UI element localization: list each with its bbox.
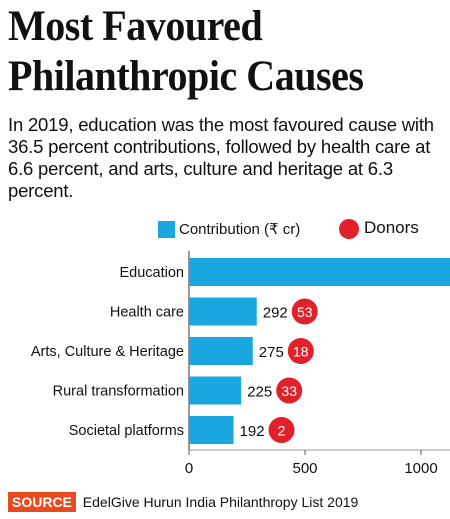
donor-count: 2 — [278, 423, 286, 439]
value-label: 192 — [240, 423, 265, 440]
category-label: Health care — [110, 305, 184, 321]
legend-donors-label: Donors — [364, 218, 419, 237]
category-label: Education — [120, 265, 185, 281]
bar — [189, 297, 257, 326]
bar-chart: 0500100015002000Education1,56559Health c… — [31, 251, 450, 477]
source-line: SOURCE EdelGive Hurun India Philanthropy… — [8, 492, 358, 512]
legend-donors-dot — [339, 219, 359, 239]
value-label: 292 — [263, 305, 288, 322]
donor-count: 33 — [281, 383, 297, 399]
x-tick-label: 1000 — [404, 460, 437, 477]
legend: Contribution (₹ cr) Donors — [0, 218, 450, 242]
legend-contribution-label: Contribution (₹ cr) — [179, 221, 301, 238]
source-tag: SOURCE — [8, 492, 76, 512]
donor-count: 53 — [297, 304, 313, 320]
donor-dot — [268, 417, 295, 443]
chart-subtitle: In 2019, education was the most favoured… — [8, 114, 434, 201]
source-text: EdelGive Hurun India Philanthropy List 2… — [82, 494, 359, 510]
donor-dot — [291, 298, 318, 325]
legend-contribution-swatch — [158, 221, 175, 238]
chart-title: Most Favoured Philanthropic Causes — [8, 2, 413, 102]
donor-dot — [287, 338, 314, 364]
x-tick-label: 0 — [185, 460, 193, 477]
value-label: 225 — [247, 384, 272, 401]
bar — [189, 258, 450, 286]
x-tick-label: 500 — [292, 460, 317, 477]
category-label: Arts, Culture & Heritage — [31, 344, 184, 360]
category-label: Rural transformation — [53, 384, 184, 400]
category-label: Societal platforms — [69, 423, 184, 439]
value-label: 275 — [259, 344, 284, 361]
donor-count: 18 — [293, 344, 309, 360]
title-line-1: Most Favoured — [8, 3, 263, 50]
bar — [189, 376, 242, 405]
bar — [189, 337, 253, 365]
bar — [189, 416, 234, 444]
title-line-2: Philanthropic Causes — [8, 53, 364, 100]
donor-dot — [276, 377, 303, 404]
